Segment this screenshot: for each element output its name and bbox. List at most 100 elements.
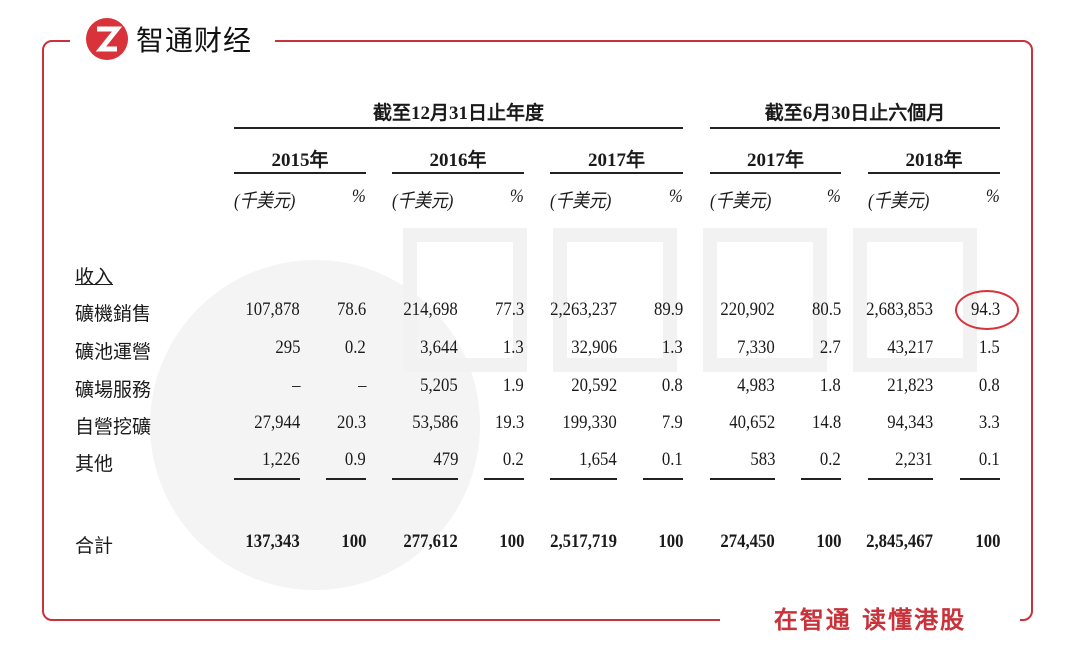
watermark-circle xyxy=(150,260,480,590)
unit-amount: (千美元) xyxy=(868,191,930,212)
logo-icon xyxy=(86,18,128,60)
cell: 20,592 xyxy=(571,375,617,396)
cell: 27,944 xyxy=(254,412,300,433)
cell: 2,263,237 xyxy=(550,299,617,320)
cell: – xyxy=(357,375,366,396)
year-header: 2018年 xyxy=(905,150,963,171)
subtotal-line xyxy=(234,478,300,480)
row-label: 礦池運營 xyxy=(75,341,152,363)
cell: 199,330 xyxy=(562,412,617,433)
subtotal-line xyxy=(801,478,841,480)
cell: 5,205 xyxy=(420,375,458,396)
cell: 77.3 xyxy=(494,299,524,320)
logo: 智通财经 xyxy=(70,14,275,64)
cell: 1.3 xyxy=(503,337,524,358)
unit-pct: % xyxy=(669,186,683,207)
cell: 40,652 xyxy=(729,412,775,433)
unit-amount: (千美元) xyxy=(550,191,612,212)
total-cell: 2,845,467 xyxy=(866,531,933,552)
cell: 32,906 xyxy=(571,337,617,358)
total-label: 合計 xyxy=(75,535,114,557)
total-cell: 100 xyxy=(657,531,683,552)
cell: 53,586 xyxy=(412,412,458,433)
cell: 1.3 xyxy=(662,337,683,358)
cell: 4,983 xyxy=(737,375,775,396)
unit-pct: % xyxy=(352,186,366,207)
year-underline xyxy=(710,172,841,174)
group-underline xyxy=(710,127,1000,129)
logo-text: 智通财经 xyxy=(136,24,253,57)
cell: 0.9 xyxy=(345,449,366,470)
year-header: 2016年 xyxy=(429,150,487,171)
cell: 89.9 xyxy=(653,299,683,320)
year-underline xyxy=(234,172,366,174)
total-cell: 137,343 xyxy=(245,531,300,552)
cell: 0.8 xyxy=(662,375,683,396)
year-underline xyxy=(550,172,683,174)
total-cell: 100 xyxy=(815,531,841,552)
year-header: 2017年 xyxy=(746,150,804,171)
group-underline xyxy=(234,127,683,129)
total-cell: 274,450 xyxy=(720,531,775,552)
row-label: 自營挖礦 xyxy=(75,416,152,438)
total-cell: 277,612 xyxy=(403,531,458,552)
cell: 21,823 xyxy=(887,375,933,396)
section-label: 收入 xyxy=(75,266,114,288)
cell: 3,644 xyxy=(420,337,458,358)
cell: 14.8 xyxy=(811,412,841,433)
cell: 2.7 xyxy=(820,337,841,358)
cell: 7,330 xyxy=(737,337,775,358)
unit-pct: % xyxy=(510,186,524,207)
subtotal-line xyxy=(392,478,458,480)
group-header: 截至12月31日止年度 xyxy=(372,103,544,124)
cell: 2,231 xyxy=(895,449,933,470)
year-header: 2015年 xyxy=(271,150,329,171)
cell: 94,343 xyxy=(887,412,933,433)
row-label: 礦機銷售 xyxy=(75,303,152,325)
cell: 0.2 xyxy=(345,337,366,358)
subtotal-line xyxy=(643,478,683,480)
subtotal-line xyxy=(868,478,933,480)
subtotal-line xyxy=(710,478,775,480)
total-cell: 100 xyxy=(498,531,524,552)
year-header: 2017年 xyxy=(587,150,645,171)
unit-pct: % xyxy=(986,186,1000,207)
cell: 43,217 xyxy=(887,337,933,358)
cell: 1.9 xyxy=(503,375,524,396)
watermark-graphic xyxy=(403,228,977,372)
cell: 214,698 xyxy=(403,299,458,320)
group-header: 截至6月30日止六個月 xyxy=(764,103,946,124)
cell: 2,683,853 xyxy=(866,299,933,320)
unit-pct: % xyxy=(827,186,841,207)
cell: 0.8 xyxy=(979,375,1000,396)
frame xyxy=(42,40,1033,621)
cell: 3.3 xyxy=(979,412,1000,433)
subtotal-line xyxy=(484,478,524,480)
cell: 0.2 xyxy=(820,449,841,470)
subtotal-line xyxy=(326,478,366,480)
total-cell: 100 xyxy=(340,531,366,552)
cell: 7.9 xyxy=(662,412,683,433)
total-cell: 2,517,719 xyxy=(550,531,617,552)
row-label: 礦場服務 xyxy=(75,379,152,401)
cell: 220,902 xyxy=(720,299,775,320)
unit-amount: (千美元) xyxy=(710,191,772,212)
subtotal-line xyxy=(550,478,617,480)
cell: 479 xyxy=(432,449,458,470)
row-label: 其他 xyxy=(75,453,114,475)
cell: 0.1 xyxy=(662,449,683,470)
year-underline xyxy=(392,172,524,174)
year-underline xyxy=(868,172,1000,174)
cell: 78.6 xyxy=(336,299,366,320)
cell: 80.5 xyxy=(811,299,841,320)
subtotal-line xyxy=(960,478,1000,480)
cell: – xyxy=(291,375,300,396)
cell: 1,654 xyxy=(579,449,617,470)
cell: 20.3 xyxy=(336,412,366,433)
unit-amount: (千美元) xyxy=(234,191,296,212)
highlight-circle xyxy=(955,290,1019,330)
total-cell: 100 xyxy=(974,531,1000,552)
cell: 19.3 xyxy=(494,412,524,433)
cell: 1.5 xyxy=(979,337,1000,358)
cell: 107,878 xyxy=(245,299,300,320)
